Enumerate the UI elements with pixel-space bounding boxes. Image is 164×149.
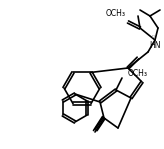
Text: OCH₃: OCH₃ [128,69,148,79]
Text: OCH₃: OCH₃ [106,10,126,18]
Text: HN: HN [149,41,161,50]
Text: D: D [151,35,154,39]
